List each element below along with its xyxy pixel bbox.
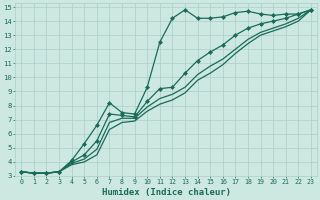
X-axis label: Humidex (Indice chaleur): Humidex (Indice chaleur) (102, 188, 231, 197)
